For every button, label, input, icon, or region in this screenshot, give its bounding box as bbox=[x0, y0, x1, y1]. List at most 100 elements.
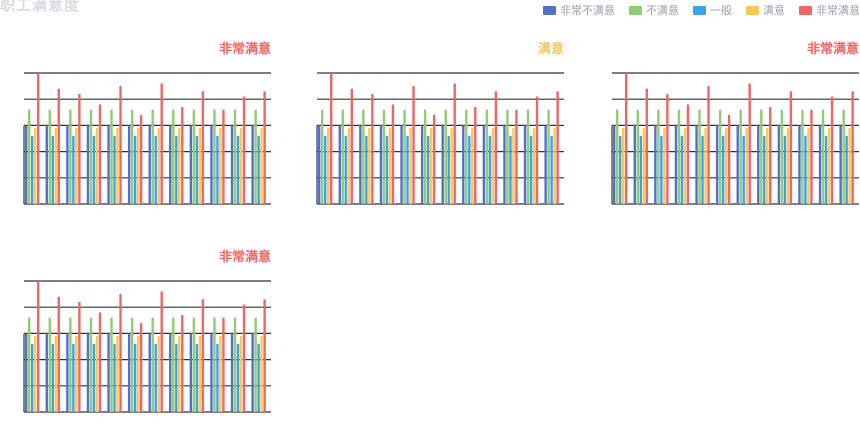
bar bbox=[98, 312, 102, 412]
legend-item[interactable]: 不满意 bbox=[629, 2, 679, 18]
bar bbox=[251, 125, 254, 204]
bar bbox=[654, 125, 657, 204]
bar bbox=[195, 343, 199, 412]
bar bbox=[189, 125, 193, 204]
bar bbox=[757, 125, 760, 204]
bar bbox=[420, 125, 424, 204]
bar bbox=[54, 128, 57, 204]
bar bbox=[453, 83, 456, 204]
bar bbox=[136, 128, 140, 204]
bar bbox=[827, 128, 831, 204]
legend-item[interactable]: 非常满意 bbox=[799, 2, 860, 18]
bar bbox=[550, 135, 553, 204]
chart-panel bbox=[23, 72, 271, 205]
bar bbox=[698, 109, 701, 204]
legend-item[interactable]: 非常不满意 bbox=[543, 2, 615, 18]
legend-swatch bbox=[746, 5, 759, 15]
bar bbox=[807, 128, 810, 204]
bar bbox=[695, 125, 698, 204]
bar bbox=[219, 336, 222, 412]
bar bbox=[506, 109, 509, 204]
bar bbox=[474, 107, 477, 204]
bar bbox=[810, 109, 813, 204]
bar bbox=[86, 333, 90, 412]
bar bbox=[633, 125, 636, 204]
bar bbox=[189, 333, 193, 412]
bar bbox=[95, 336, 99, 412]
bar bbox=[257, 343, 260, 412]
bar bbox=[491, 128, 495, 204]
legend-item[interactable]: 一般 bbox=[693, 2, 732, 18]
bar bbox=[736, 125, 739, 204]
bar bbox=[45, 125, 48, 204]
bar bbox=[72, 135, 75, 204]
bar bbox=[222, 317, 225, 412]
bar bbox=[485, 109, 489, 204]
bar bbox=[31, 135, 34, 204]
bar bbox=[830, 96, 834, 204]
bar bbox=[239, 336, 243, 412]
chart-title: 非常满意 bbox=[218, 250, 271, 265]
page-title: 职工满意度 bbox=[0, 0, 81, 14]
bar bbox=[254, 317, 257, 412]
bar bbox=[642, 128, 645, 204]
bar bbox=[110, 317, 113, 412]
bar bbox=[657, 109, 660, 204]
bar bbox=[388, 128, 392, 204]
bar bbox=[263, 299, 266, 412]
bar bbox=[324, 135, 327, 204]
bar bbox=[192, 109, 196, 204]
bar bbox=[25, 333, 28, 412]
chart-panel bbox=[316, 72, 564, 205]
bar bbox=[680, 135, 684, 204]
bar bbox=[639, 135, 642, 204]
bar bbox=[113, 135, 116, 204]
bar bbox=[327, 128, 330, 204]
bar bbox=[471, 128, 474, 204]
bar bbox=[28, 109, 31, 204]
bar bbox=[406, 135, 409, 204]
bar bbox=[818, 125, 822, 204]
bar bbox=[515, 109, 518, 204]
bar bbox=[660, 135, 663, 204]
bar bbox=[89, 109, 93, 204]
chart-title: 非常满意 bbox=[806, 42, 859, 57]
bar bbox=[666, 93, 669, 204]
legend: 非常不满意 不满意 一般 满意 非常满意 bbox=[543, 3, 860, 17]
legend-item[interactable]: 满意 bbox=[746, 2, 785, 18]
bar bbox=[198, 336, 202, 412]
bar bbox=[748, 83, 751, 204]
bar bbox=[429, 128, 433, 204]
bar bbox=[821, 109, 825, 204]
bar bbox=[216, 343, 219, 412]
bar bbox=[48, 109, 51, 204]
bar bbox=[783, 135, 787, 204]
bar bbox=[151, 317, 154, 412]
bar bbox=[34, 128, 37, 204]
bar bbox=[263, 91, 266, 204]
bar bbox=[198, 128, 202, 204]
bar bbox=[92, 343, 96, 412]
bar bbox=[780, 109, 784, 204]
bar bbox=[89, 317, 93, 412]
bar bbox=[444, 109, 447, 204]
bar bbox=[321, 109, 324, 204]
bar bbox=[494, 91, 498, 204]
bar bbox=[172, 317, 175, 412]
bar bbox=[127, 333, 131, 412]
bar bbox=[683, 128, 687, 204]
bar bbox=[368, 128, 371, 204]
bar bbox=[181, 107, 184, 204]
bar bbox=[503, 125, 506, 204]
bar bbox=[482, 125, 486, 204]
bar bbox=[359, 125, 362, 204]
bar bbox=[745, 128, 748, 204]
bar bbox=[535, 96, 539, 204]
bar bbox=[715, 125, 719, 204]
chart-panel bbox=[23, 280, 271, 413]
bar bbox=[391, 104, 395, 204]
bar bbox=[739, 109, 742, 204]
bar bbox=[236, 343, 240, 412]
bar bbox=[113, 343, 116, 412]
bar bbox=[338, 125, 341, 204]
